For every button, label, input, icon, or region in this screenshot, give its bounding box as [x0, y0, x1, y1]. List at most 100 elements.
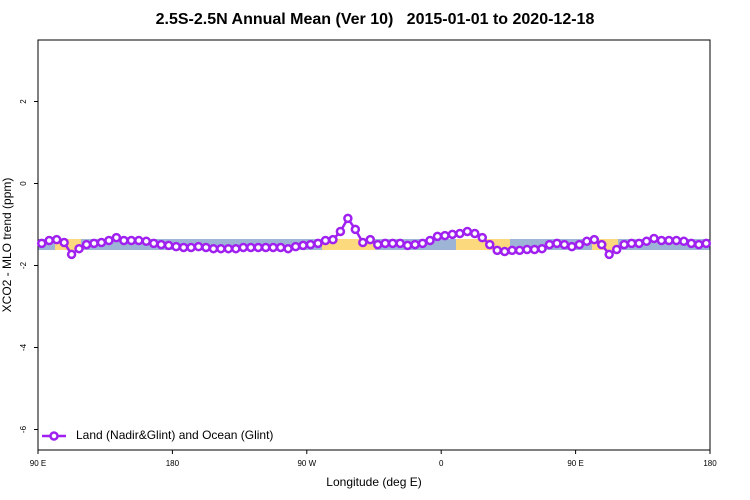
series-marker — [664, 235, 674, 246]
legend-label: Land (Nadir&Glint) and Ocean (Glint) — [76, 428, 273, 442]
series-marker — [455, 228, 465, 239]
series-marker — [641, 236, 652, 247]
series-marker — [201, 242, 211, 253]
series-marker — [462, 226, 473, 237]
series-marker — [313, 238, 323, 249]
series-marker — [694, 239, 704, 250]
series-marker — [477, 232, 488, 243]
series-marker — [649, 233, 659, 244]
series-marker — [104, 235, 114, 246]
series-marker — [193, 241, 204, 252]
series-marker — [305, 239, 316, 250]
y-tick-label: 2 — [19, 99, 28, 104]
y-tick-label: -2 — [19, 261, 28, 269]
y-tick-label: -6 — [19, 425, 28, 433]
series-marker — [350, 224, 361, 235]
series-marker — [656, 235, 667, 246]
series-marker — [529, 244, 540, 255]
series-marker — [402, 240, 413, 251]
series-marker — [253, 242, 264, 253]
series-marker — [582, 236, 592, 247]
series-marker — [238, 242, 249, 253]
series-marker — [74, 243, 84, 254]
series-marker — [126, 235, 137, 246]
series-marker — [223, 243, 234, 254]
series-marker — [537, 243, 547, 254]
series-marker — [268, 242, 278, 253]
series-marker — [589, 234, 600, 245]
x-tick-label: 90 E — [30, 459, 46, 468]
series-marker — [111, 232, 122, 243]
series-marker — [671, 235, 682, 246]
series-marker — [596, 239, 607, 250]
series-marker — [186, 242, 196, 253]
series-marker — [619, 239, 629, 250]
series-marker — [320, 235, 331, 246]
series-marker — [499, 246, 510, 257]
series-marker — [447, 229, 458, 240]
x-tick-label: 180 — [703, 459, 717, 468]
series-marker — [171, 241, 181, 252]
y-tick-label: 0 — [19, 181, 28, 186]
series-marker — [440, 230, 450, 241]
series-marker — [522, 244, 532, 255]
series-marker — [96, 237, 107, 248]
series-marker — [328, 234, 338, 245]
series-marker — [470, 228, 480, 239]
y-axis-label: XCO2 - MLO trend (ppm) — [0, 178, 14, 313]
series-marker — [372, 239, 383, 250]
series-marker — [36, 238, 47, 249]
series-marker — [380, 238, 390, 249]
series-marker — [59, 237, 69, 248]
series-marker — [44, 235, 54, 246]
series-marker — [634, 238, 644, 249]
series-marker — [626, 238, 637, 249]
x-axis-label: Longitude (deg E) — [326, 475, 421, 489]
series-marker — [275, 242, 286, 253]
series-marker — [417, 238, 428, 249]
series-marker — [134, 235, 144, 246]
series-marker — [395, 238, 405, 249]
series-marker — [358, 237, 368, 248]
series-marker — [567, 241, 577, 252]
series-marker — [66, 249, 77, 260]
series-marker — [51, 234, 62, 245]
series-marker — [141, 236, 152, 247]
series-marker — [148, 238, 159, 249]
series-marker — [260, 242, 271, 253]
series-marker — [231, 243, 241, 254]
x-tick-label: 90 W — [297, 459, 316, 468]
series-marker — [246, 242, 256, 253]
x-tick-label: 180 — [166, 459, 180, 468]
series-marker — [686, 238, 697, 249]
series-marker — [701, 238, 712, 249]
series-marker — [163, 240, 174, 251]
series-marker — [216, 243, 226, 254]
series-marker — [410, 239, 420, 250]
series-marker — [89, 238, 99, 249]
series-marker — [432, 231, 443, 242]
series-marker — [425, 235, 435, 246]
series-marker — [679, 236, 689, 247]
series-marker — [604, 249, 614, 260]
series-marker — [335, 226, 346, 237]
series-marker — [552, 238, 562, 249]
series-marker — [343, 213, 353, 224]
series-marker — [81, 239, 92, 250]
series-marker — [507, 245, 517, 256]
series-marker — [611, 244, 622, 255]
series-marker — [178, 242, 189, 253]
y-tick-label: -4 — [19, 343, 28, 351]
series-marker — [387, 238, 398, 249]
x-tick-label: 0 — [439, 459, 444, 468]
series-marker — [208, 243, 219, 254]
series-marker — [492, 245, 502, 256]
chart-title: 2.5S-2.5N Annual Mean (Ver 10) 2015-01-0… — [156, 11, 595, 28]
series-marker — [544, 239, 555, 250]
series-marker — [298, 240, 308, 251]
series-marker — [119, 235, 129, 246]
series-marker — [290, 241, 301, 252]
land-band — [456, 239, 510, 250]
x-tick-label: 90 E — [567, 459, 583, 468]
